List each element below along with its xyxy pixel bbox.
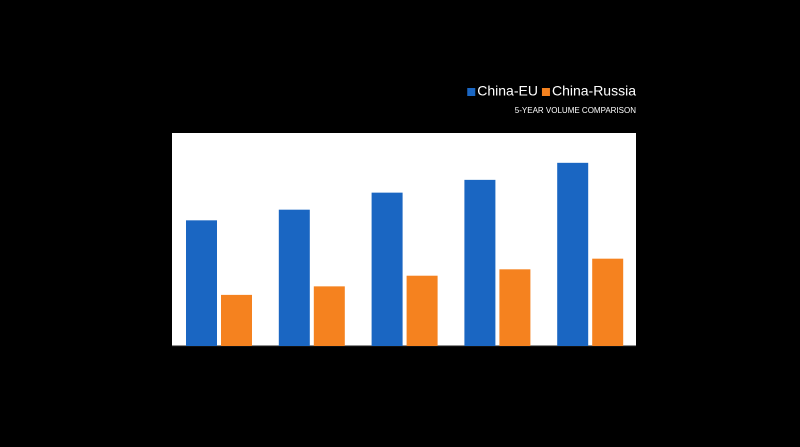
bar bbox=[592, 258, 624, 346]
legend-swatch bbox=[467, 88, 476, 96]
bar bbox=[557, 162, 589, 346]
legend-label: China-Russia bbox=[552, 83, 636, 99]
bar bbox=[406, 275, 438, 346]
bar bbox=[221, 294, 252, 346]
legend-swatch bbox=[541, 88, 550, 96]
chart-subtitle: 5-YEAR VOLUME COMPARISON bbox=[515, 106, 636, 115]
bar bbox=[278, 209, 310, 346]
bar bbox=[186, 220, 217, 346]
bar bbox=[464, 179, 496, 346]
legend-label: China-EU bbox=[477, 83, 538, 99]
bar bbox=[499, 269, 531, 346]
bar bbox=[371, 192, 403, 346]
bar bbox=[313, 286, 345, 346]
